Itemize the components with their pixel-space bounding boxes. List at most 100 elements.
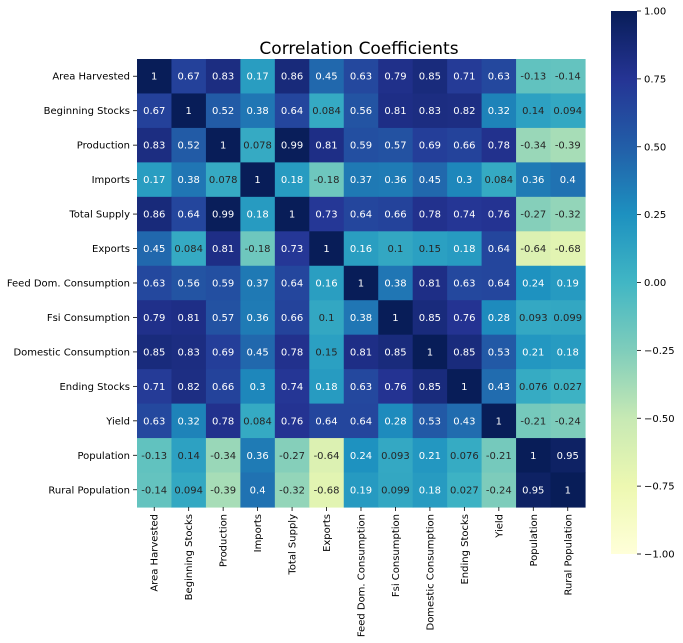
chart-title: Correlation Coefficients — [259, 39, 458, 59]
cell-value-label: 0.63 — [453, 278, 475, 289]
heatmap-cell — [274, 93, 310, 129]
cell-value-label: 0.85 — [384, 347, 406, 358]
cell-value-label: 0.36 — [522, 175, 544, 186]
cell-value-label: 0.64 — [178, 210, 200, 221]
heatmap-cell — [550, 59, 586, 95]
heatmap-cell — [447, 438, 483, 474]
column-tick-label: Population — [529, 514, 540, 567]
heatmap-cell — [343, 369, 379, 405]
heatmap-cell — [378, 472, 414, 508]
heatmap-cell — [412, 59, 448, 95]
cell-value-label: 0.86 — [143, 210, 165, 221]
heatmap-cell — [481, 403, 517, 439]
cell-value-label: 0.14 — [178, 451, 200, 462]
column-tick-label: Fsi Consumption — [391, 514, 402, 597]
cell-value-label: 0.86 — [281, 72, 303, 83]
column-tick-label: Area Harvested — [150, 514, 161, 592]
cell-value-label: 1 — [358, 278, 364, 289]
cell-value-label: 0.1 — [319, 313, 335, 324]
cell-value-label: 1 — [565, 485, 571, 496]
cell-value-label: 0.63 — [143, 278, 165, 289]
heatmap-cell — [171, 265, 207, 301]
cell-value-label: 0.64 — [315, 416, 337, 427]
cell-value-label: 0.3 — [250, 382, 266, 393]
cell-value-label: -0.68 — [314, 485, 340, 496]
heatmap-cell — [447, 369, 483, 405]
heatmap-cell — [378, 403, 414, 439]
cell-value-label: 1 — [496, 416, 502, 427]
heatmap-cell — [378, 127, 414, 163]
cell-value-label: 0.79 — [143, 313, 165, 324]
heatmap-cell — [343, 403, 379, 439]
row-tick-label: Fsi Consumption — [47, 313, 130, 324]
heatmap-cell — [481, 472, 517, 508]
row-tick-label: Production — [77, 141, 130, 152]
heatmap-cell — [550, 265, 586, 301]
cell-value-label: 0.18 — [246, 210, 268, 221]
heatmap-cell — [240, 162, 276, 198]
cell-value-label: 1 — [186, 106, 192, 117]
cell-value-label: 0.99 — [212, 210, 234, 221]
heatmap-cell — [274, 59, 310, 95]
cell-value-label: 0.64 — [281, 106, 303, 117]
heatmap-cell — [309, 334, 345, 370]
cell-value-label: 0.093 — [381, 451, 410, 462]
cell-value-label: 0.52 — [178, 141, 200, 152]
heatmap-cell — [550, 127, 586, 163]
heatmap-cell — [343, 334, 379, 370]
column-tick-label: Imports — [253, 514, 264, 552]
heatmap-cell — [171, 472, 207, 508]
row-tick-label: Exports — [92, 244, 130, 255]
cell-value-label: 0.36 — [384, 175, 406, 186]
heatmap-cell — [137, 438, 173, 474]
heatmap-cell — [447, 127, 483, 163]
heatmap-cell — [309, 300, 345, 336]
heatmap-cell — [378, 300, 414, 336]
heatmap-cell — [240, 472, 276, 508]
heatmap-cell — [516, 334, 552, 370]
cell-value-label: 0.53 — [419, 416, 441, 427]
cell-value-label: 1 — [220, 141, 226, 152]
heatmap-cell — [516, 59, 552, 95]
cell-value-label: 0.74 — [453, 210, 475, 221]
cell-value-label: 1 — [392, 313, 398, 324]
heatmap-cell — [343, 231, 379, 267]
heatmap-cell — [550, 438, 586, 474]
heatmap-cell — [205, 300, 241, 336]
cell-value-label: 0.59 — [212, 278, 234, 289]
heatmap-cell — [516, 196, 552, 232]
cell-value-label: 0.81 — [350, 347, 372, 358]
cell-value-label: -0.14 — [555, 72, 581, 83]
cell-value-label: 0.45 — [419, 175, 441, 186]
cell-value-label: 0.64 — [281, 278, 303, 289]
heatmap-cell — [137, 59, 173, 95]
heatmap-cell — [137, 472, 173, 508]
column-tick-label: Beginning Stocks — [184, 514, 195, 600]
row-tick-labels: Area Harvested Beginning Stocks Production… — [7, 72, 137, 496]
heatmap-cell — [240, 59, 276, 95]
heatmap-cell — [240, 438, 276, 474]
column-tick-label: Rural Population — [563, 514, 574, 596]
cell-value-label: 0.38 — [178, 175, 200, 186]
cell-value-label: 0.78 — [212, 416, 234, 427]
row-tick-label: Rural Population — [48, 485, 130, 496]
colorbar: 1.00 0.75 0.50 0.25 0.00 −0.25 −0.50 −0.75 −1.00 — [611, 7, 675, 561]
heatmap-cell — [240, 127, 276, 163]
heatmap-cell — [309, 162, 345, 198]
heatmap-cell — [343, 265, 379, 301]
heatmap-cell — [343, 196, 379, 232]
cell-value-label: -0.21 — [520, 416, 546, 427]
cell-value-label: -0.24 — [555, 416, 581, 427]
row-tick-label: Feed Dom. Consumption — [7, 278, 130, 289]
colorbar-tick-label: 0.75 — [644, 74, 666, 85]
heatmap-cell — [274, 300, 310, 336]
cell-value-label: -0.27 — [279, 451, 305, 462]
heatmap-cell — [343, 300, 379, 336]
heatmap-cell — [137, 196, 173, 232]
heatmap-cell — [412, 300, 448, 336]
row-tick-label: Beginning Stocks — [44, 106, 130, 117]
heatmap-cell — [550, 231, 586, 267]
cell-value-label: -0.27 — [520, 210, 546, 221]
cell-value-label: 0.64 — [488, 278, 510, 289]
